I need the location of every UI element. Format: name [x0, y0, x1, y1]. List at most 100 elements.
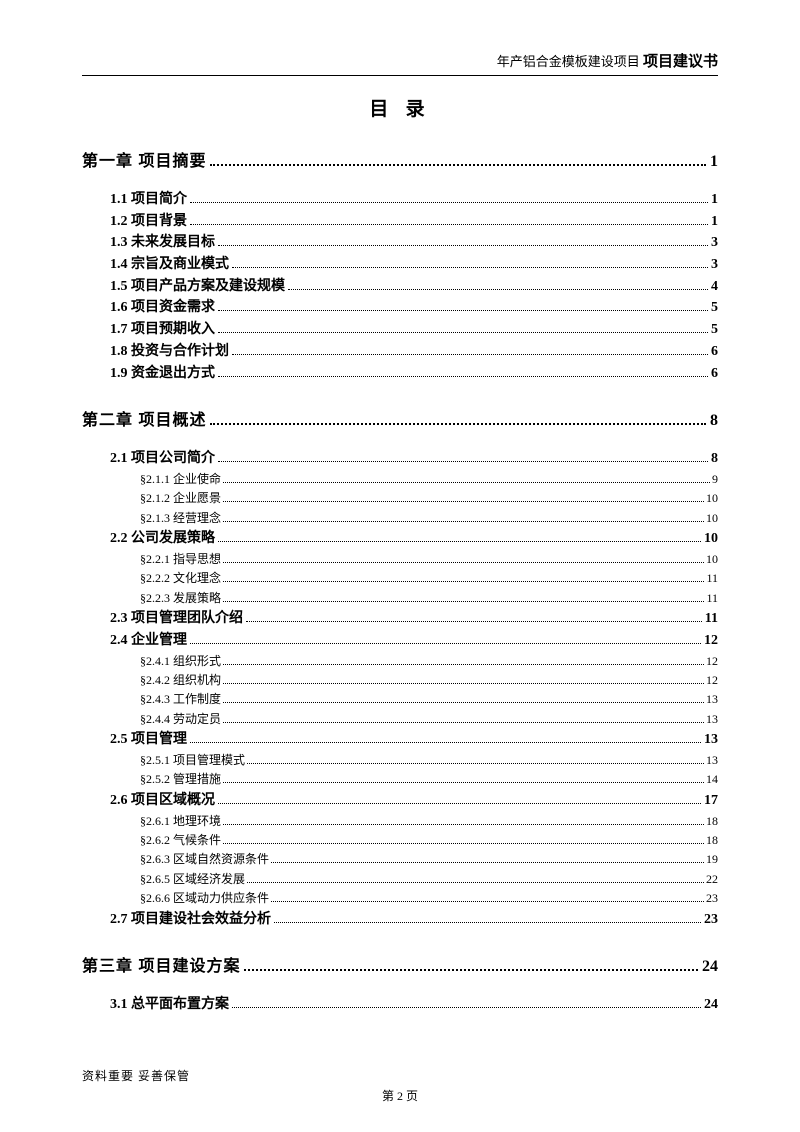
toc-entry: §2.5.2 管理措施14 [140, 770, 718, 789]
toc-leader-dots [223, 658, 704, 665]
toc-entry-label: 1.7 项目预期收入 [110, 319, 215, 341]
toc-leader-dots [223, 576, 704, 583]
footer-page-number: 第 2 页 [0, 1087, 800, 1104]
header-prefix: 年产铝合金模板建设项目 [497, 54, 640, 69]
toc-leader-dots [223, 677, 704, 684]
toc-entry: §2.6.6 区域动力供应条件23 [140, 889, 718, 908]
toc-entry-page: 3 [711, 254, 718, 276]
toc-entry-page: 23 [704, 909, 718, 931]
toc-entry-label: 2.1 项目公司简介 [110, 448, 215, 470]
toc-entry: 2.3 项目管理团队介绍11 [110, 608, 718, 630]
toc-entry-page: 11 [706, 589, 718, 608]
toc-entry-label: 2.2 公司发展策略 [110, 528, 215, 550]
toc-leader-dots [247, 757, 704, 764]
toc-leader-dots [190, 217, 708, 225]
toc-entry: §2.4.3 工作制度 13 [140, 690, 718, 709]
toc-entry-page: 8 [710, 412, 718, 430]
toc-entry-label: §2.6.2 气候条件 [140, 831, 221, 850]
toc-entry: 1.5 项目产品方案及建设规模4 [110, 276, 718, 298]
toc-leader-dots [244, 962, 698, 972]
toc-entry-page: 13 [704, 729, 718, 751]
toc-leader-dots [190, 195, 708, 203]
toc-entry: §2.2.3 发展策略 11 [140, 589, 718, 608]
toc-entry-page: 8 [711, 448, 718, 470]
toc-leader-dots [232, 1001, 701, 1009]
toc-entry: 2.5 项目管理 13 [110, 729, 718, 751]
toc-entry-label: §2.6.5 区域经济发展 [140, 870, 245, 889]
toc-leader-dots [223, 515, 704, 522]
toc-entry-page: 24 [702, 958, 718, 976]
footer-note: 资料重要 妥善保管 [82, 1067, 190, 1084]
page-header: 年产铝合金模板建设项目 项目建议书 [82, 50, 718, 76]
toc-leader-dots [223, 777, 704, 784]
toc-entry-label: §2.2.1 指导思想 [140, 550, 221, 569]
toc-entry: §2.2.2 文化理念11 [140, 569, 718, 588]
toc-leader-dots [218, 796, 701, 804]
toc-entry-page: 5 [711, 297, 718, 319]
toc-entry-label: 2.5 项目管理 [110, 729, 187, 751]
toc-entry-label: 2.4 企业管理 [110, 630, 187, 652]
toc-entry: §2.6.3 区域自然资源条件19 [140, 850, 718, 869]
toc-entry: 2.7 项目建设社会效益分析 23 [110, 909, 718, 931]
toc-entry: 第二章 项目概述 8 [82, 406, 718, 430]
toc-entry-page: 13 [706, 710, 718, 729]
toc-entry: 1.9 资金退出方式6 [110, 363, 718, 385]
toc-entry-page: 10 [704, 528, 718, 550]
toc-entry-label: §2.1.3 经营理念 [140, 509, 221, 528]
toc-leader-dots [288, 282, 708, 290]
toc-entry-label: §2.2.2 文化理念 [140, 569, 221, 588]
toc-entry-label: 2.7 项目建设社会效益分析 [110, 909, 271, 931]
toc-leader-dots [271, 896, 704, 903]
toc-entry-label: 1.2 项目背景 [110, 211, 187, 233]
toc-entry-page: 3 [711, 232, 718, 254]
toc-entry: 1.2 项目背景 1 [110, 211, 718, 233]
toc-entry-label: §2.6.6 区域动力供应条件 [140, 889, 269, 908]
toc-entry: 第三章 项目建设方案24 [82, 952, 718, 976]
toc-entry-page: 6 [711, 341, 718, 363]
toc-entry-label: 第二章 项目概述 [82, 406, 206, 430]
toc-entry-page: 12 [704, 630, 718, 652]
toc-entry: 2.2 公司发展策略 10 [110, 528, 718, 550]
toc-entry-page: 4 [711, 276, 718, 298]
toc-entry-label: §2.4.3 工作制度 [140, 690, 221, 709]
toc-entry: 2.6 项目区域概况17 [110, 790, 718, 812]
toc-entry: §2.4.4 劳动定员13 [140, 710, 718, 729]
toc-leader-dots [218, 369, 708, 377]
toc-entry-page: 5 [711, 319, 718, 341]
toc-entry: 2.4 企业管理 12 [110, 630, 718, 652]
header-bold: 项目建议书 [643, 54, 718, 70]
toc-leader-dots [223, 716, 704, 723]
toc-entry: §2.1.1 企业使命9 [140, 470, 718, 489]
toc-entry-page: 13 [706, 751, 718, 770]
toc-entry-page: 1 [711, 189, 718, 211]
toc-entry-label: 1.9 资金退出方式 [110, 363, 215, 385]
toc-entry-label: 2.6 项目区域概况 [110, 790, 215, 812]
toc-leader-dots [246, 615, 702, 623]
toc-entry: §2.6.2 气候条件18 [140, 831, 718, 850]
toc-entry-label: 1.8 投资与合作计划 [110, 341, 229, 363]
toc-entry: 2.1 项目公司简介 8 [110, 448, 718, 470]
toc-entry-page: 11 [705, 608, 718, 630]
toc-entry: 1.4 宗旨及商业模式3 [110, 254, 718, 276]
table-of-contents: 第一章 项目摘要11.1 项目简介11.2 项目背景11.3 未来发展目标31.… [82, 147, 718, 1016]
toc-leader-dots [247, 876, 704, 883]
toc-entry: §2.1.3 经营理念10 [140, 509, 718, 528]
toc-leader-dots [218, 304, 708, 312]
toc-leader-dots [223, 818, 704, 825]
toc-entry: §2.4.1 组织形式12 [140, 652, 718, 671]
toc-entry-page: 13 [706, 690, 718, 709]
toc-leader-dots [223, 556, 704, 563]
toc-entry: 3.1 总平面布置方案24 [110, 994, 718, 1016]
toc-leader-dots [223, 476, 710, 483]
toc-entry-label: §2.5.1 项目管理模式 [140, 751, 245, 770]
toc-leader-dots [223, 595, 704, 602]
toc-entry-page: 1 [710, 153, 718, 171]
toc-entry-page: 19 [706, 850, 718, 869]
toc-leader-dots [223, 496, 704, 503]
toc-entry-page: 1 [711, 211, 718, 233]
toc-entry: §2.2.1 指导思想10 [140, 550, 718, 569]
toc-entry-label: §2.4.2 组织机构 [140, 671, 221, 690]
toc-entry-label: 1.6 项目资金需求 [110, 297, 215, 319]
toc-entry-label: §2.2.3 发展策略 [140, 589, 221, 608]
toc-entry-label: §2.5.2 管理措施 [140, 770, 221, 789]
